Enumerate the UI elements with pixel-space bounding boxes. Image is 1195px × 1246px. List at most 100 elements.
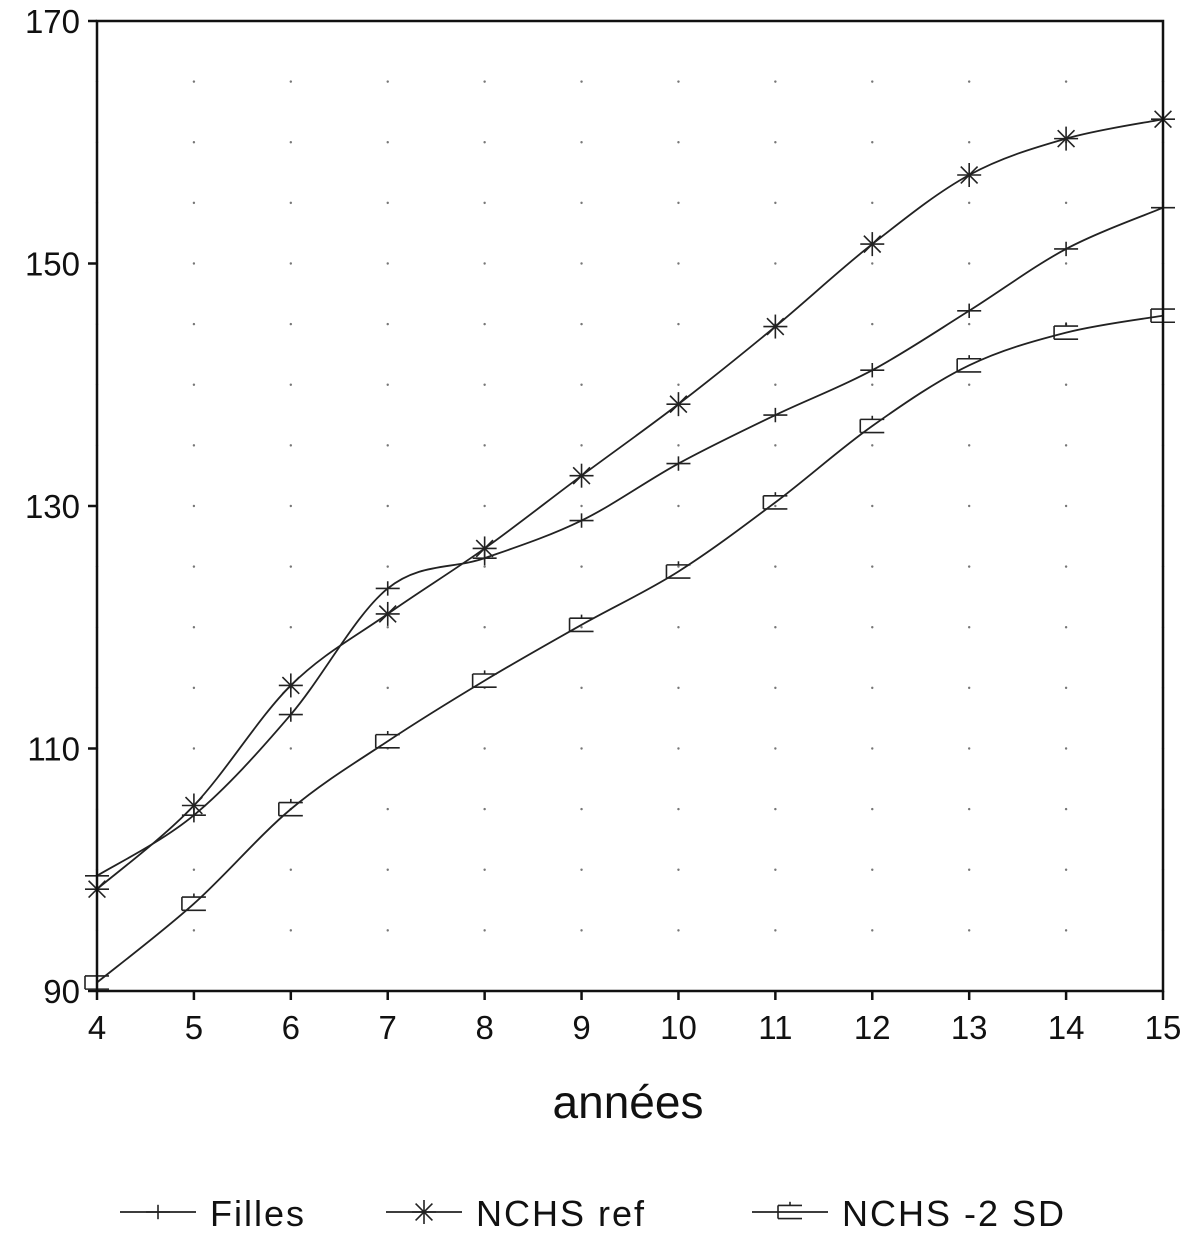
grid-dot bbox=[871, 807, 874, 811]
grid-dot bbox=[192, 444, 196, 447]
grid-dot bbox=[580, 80, 583, 83]
grid-dot bbox=[1064, 747, 1068, 750]
double-bar-marker bbox=[181, 893, 206, 912]
asterisk-marker bbox=[569, 463, 594, 488]
asterisk-marker bbox=[412, 1200, 436, 1224]
x-tick-label: 8 bbox=[475, 1009, 493, 1046]
series-plus bbox=[85, 200, 1175, 884]
grid-dot bbox=[580, 504, 583, 508]
grid-dot bbox=[774, 383, 777, 386]
grid-dot bbox=[580, 383, 583, 386]
y-tick-label: 130 bbox=[25, 488, 80, 525]
grid-dot bbox=[192, 383, 196, 386]
grid-dot bbox=[289, 322, 293, 326]
grid-dot bbox=[967, 80, 971, 83]
grid-dot bbox=[580, 322, 583, 326]
grid-dot bbox=[289, 504, 293, 508]
asterisk-marker bbox=[472, 536, 497, 561]
grid-dot bbox=[192, 868, 196, 871]
x-axis-label: années bbox=[553, 1076, 704, 1128]
grid-dot bbox=[386, 322, 389, 326]
grid-dot bbox=[483, 141, 486, 144]
legend-item: NCHS ref bbox=[386, 1193, 644, 1234]
grid-dot bbox=[871, 565, 874, 568]
grid-dot bbox=[289, 444, 293, 447]
double-bar-marker bbox=[956, 355, 982, 373]
grid-dot bbox=[677, 626, 680, 629]
grid-dot bbox=[386, 807, 389, 811]
x-tick-label: 6 bbox=[282, 1009, 300, 1046]
x-tick-label: 13 bbox=[951, 1009, 988, 1046]
grid-dot bbox=[386, 444, 389, 447]
grid-dot bbox=[386, 504, 389, 508]
grid-dot bbox=[871, 868, 874, 871]
grid-dot bbox=[192, 686, 196, 690]
grid-dot bbox=[192, 565, 196, 568]
grid-dot bbox=[1064, 444, 1068, 447]
grid-dot bbox=[192, 322, 196, 326]
grid-dot bbox=[871, 444, 874, 447]
asterisk-marker bbox=[181, 793, 206, 818]
plus-marker bbox=[569, 513, 594, 528]
asterisk-marker bbox=[957, 162, 982, 187]
grid-dot bbox=[677, 929, 680, 932]
grid-dot bbox=[386, 80, 389, 83]
grid-dot bbox=[580, 686, 583, 690]
grid-dot bbox=[774, 565, 777, 568]
x-tick-label: 9 bbox=[572, 1009, 590, 1046]
grid-dot bbox=[774, 747, 777, 750]
grid-dot bbox=[967, 322, 971, 326]
grid-dot bbox=[967, 141, 971, 144]
y-tick-label: 170 bbox=[25, 3, 80, 40]
series-group bbox=[84, 107, 1175, 990]
grid-dot bbox=[967, 504, 971, 508]
grid-dot bbox=[871, 262, 874, 265]
grid-dot bbox=[192, 262, 196, 265]
grid-dot bbox=[580, 565, 583, 568]
grid-dot bbox=[871, 141, 874, 144]
asterisk-marker bbox=[666, 392, 691, 417]
grid-dot bbox=[774, 201, 777, 205]
grid-dot bbox=[483, 262, 486, 265]
grid-dot bbox=[289, 747, 293, 750]
grid-dot bbox=[967, 201, 971, 205]
grid-dot bbox=[871, 201, 874, 205]
grid-dot bbox=[1064, 626, 1068, 629]
grid-dot bbox=[967, 686, 971, 690]
plus-marker bbox=[1054, 241, 1079, 257]
grid-dot bbox=[967, 444, 971, 447]
grid-dot bbox=[1064, 262, 1068, 265]
grid-dot bbox=[677, 504, 680, 508]
grid-dot bbox=[967, 807, 971, 811]
grid-dot bbox=[871, 80, 874, 83]
grid-dot bbox=[871, 504, 874, 508]
grid-dot bbox=[1064, 383, 1068, 386]
grid-dot bbox=[483, 807, 486, 811]
grid-dot bbox=[677, 80, 680, 83]
grid-dot bbox=[483, 868, 486, 871]
plus-marker bbox=[375, 581, 400, 596]
grid-dot bbox=[289, 141, 293, 144]
double-bar-marker bbox=[568, 614, 594, 633]
grid-dot bbox=[386, 929, 389, 932]
grid-dot bbox=[1064, 565, 1068, 568]
y-tick-label: 90 bbox=[43, 973, 80, 1010]
grid-dot bbox=[1064, 807, 1068, 811]
grid-dot bbox=[289, 929, 293, 932]
double-bar-marker bbox=[278, 798, 303, 817]
y-tick-label: 110 bbox=[27, 731, 80, 768]
grid-dot bbox=[774, 80, 777, 83]
grid-dot bbox=[677, 141, 680, 144]
grid-dot bbox=[192, 504, 196, 508]
grid-dot bbox=[386, 626, 389, 629]
grid-dot bbox=[289, 626, 293, 629]
grid-dot bbox=[967, 747, 971, 750]
plot-frame bbox=[95, 19, 1165, 993]
grid-dot bbox=[774, 444, 777, 447]
grid-dot bbox=[483, 626, 486, 629]
grid-dot bbox=[483, 565, 486, 568]
series-asterisk bbox=[85, 107, 1175, 902]
grid-dot bbox=[1064, 201, 1068, 205]
grid-dot bbox=[1064, 868, 1068, 871]
grid-dot bbox=[386, 686, 389, 690]
